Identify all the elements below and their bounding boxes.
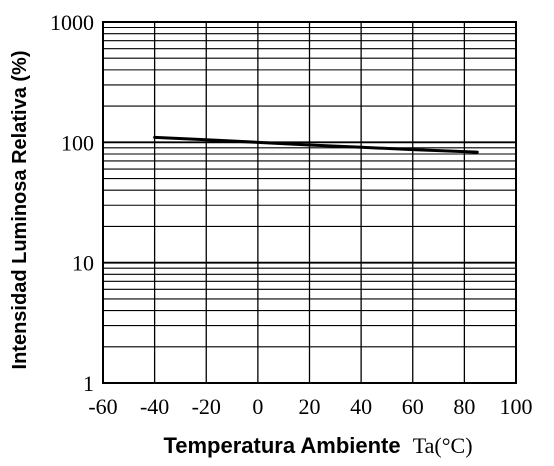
x-tick-label: 40: [350, 394, 372, 419]
x-axis-label-text: Temperatura Ambiente: [163, 433, 400, 458]
x-tick-label: 20: [299, 394, 321, 419]
x-tick-label: 60: [402, 394, 424, 419]
y-tick-label: 1000: [50, 10, 94, 35]
x-tick-label: 0: [252, 394, 263, 419]
x-tick-label: -20: [192, 394, 221, 419]
series: [155, 137, 478, 152]
y-tick-label: 1: [83, 371, 94, 396]
y-tick-label: 10: [72, 251, 94, 276]
x-tick-label: -40: [140, 394, 169, 419]
x-tick-label: -60: [88, 394, 117, 419]
series-line: [155, 137, 478, 152]
x-axis-label-symbol: Ta(°C): [413, 433, 473, 458]
tick-labels: -60 -40 -20 0 20 40 60 80 100 1 10 100 1000: [50, 10, 533, 419]
x-axis-label: Temperatura Ambiente Ta(°C): [163, 433, 472, 458]
x-tick-label: 100: [500, 394, 533, 419]
y-tick-label: 100: [61, 130, 94, 155]
x-tick-label: 80: [453, 394, 475, 419]
y-axis-label: Intensidad Luminosa Relativa (%): [9, 51, 31, 370]
grid: [103, 22, 516, 383]
